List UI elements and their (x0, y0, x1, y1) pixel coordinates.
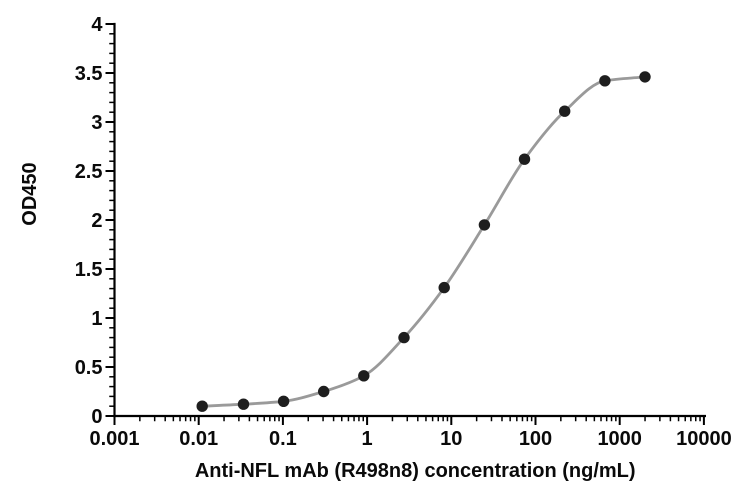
data-point (599, 75, 611, 87)
x-tick-label: 0.001 (89, 428, 139, 450)
y-tick-label: 2.5 (75, 161, 103, 183)
data-point (237, 398, 250, 410)
x-tick-label: 10 (440, 428, 462, 450)
y-tick-label: 1 (91, 308, 102, 330)
data-point (196, 400, 208, 412)
x-tick-label: 1 (362, 428, 373, 450)
fit-curve (200, 75, 647, 408)
x-tick-label: 0.01 (179, 428, 218, 450)
y-tick-label: 3.5 (75, 63, 103, 85)
x-tick-label: 1000 (597, 428, 642, 450)
x-tick-label: 100 (519, 428, 552, 450)
y-tick-label: 0 (91, 406, 102, 428)
data-point (478, 219, 491, 231)
data-point (318, 385, 330, 398)
y-tick-label: 3 (91, 112, 102, 134)
data-point (398, 331, 410, 344)
data-point (559, 105, 571, 117)
data-point (438, 281, 450, 294)
y-tick-label: 2 (91, 210, 102, 232)
y-tick-label: 0.5 (75, 357, 103, 379)
x-tick-label: 0.1 (269, 428, 297, 450)
x-axis-title: Anti-NFL mAb (R498n8) concentration (ng/… (195, 460, 636, 482)
data-point (277, 395, 290, 407)
y-tick-label: 1.5 (75, 259, 103, 281)
data-point (639, 71, 651, 83)
y-axis-title: OD450 (19, 162, 41, 225)
data-point (518, 153, 531, 165)
data-point (358, 370, 370, 382)
x-tick-label: 10000 (676, 428, 732, 450)
y-tick-label: 4 (91, 14, 103, 36)
